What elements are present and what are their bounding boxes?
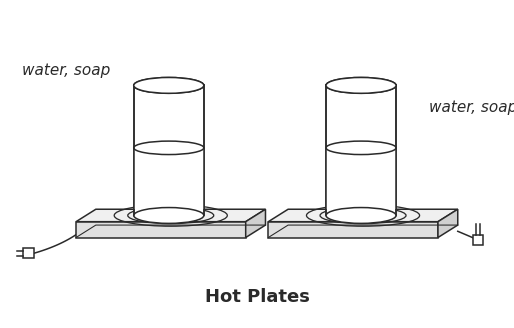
Ellipse shape — [326, 77, 396, 93]
Polygon shape — [473, 235, 483, 245]
Polygon shape — [326, 148, 396, 209]
Ellipse shape — [326, 208, 396, 223]
Ellipse shape — [134, 77, 204, 93]
Ellipse shape — [326, 141, 396, 154]
Polygon shape — [76, 209, 266, 222]
Polygon shape — [268, 222, 438, 237]
Polygon shape — [438, 209, 458, 237]
Polygon shape — [24, 248, 33, 258]
Ellipse shape — [134, 208, 204, 223]
Polygon shape — [326, 85, 396, 215]
Ellipse shape — [134, 77, 204, 93]
Text: Hot Plates: Hot Plates — [205, 288, 309, 306]
Polygon shape — [246, 209, 266, 237]
Polygon shape — [134, 148, 204, 209]
Polygon shape — [76, 222, 246, 237]
Ellipse shape — [326, 77, 396, 93]
Polygon shape — [268, 209, 458, 222]
Ellipse shape — [134, 141, 204, 154]
Text: water, soap, salt: water, soap, salt — [430, 100, 514, 115]
Polygon shape — [134, 85, 204, 215]
Text: water, soap: water, soap — [22, 63, 111, 78]
